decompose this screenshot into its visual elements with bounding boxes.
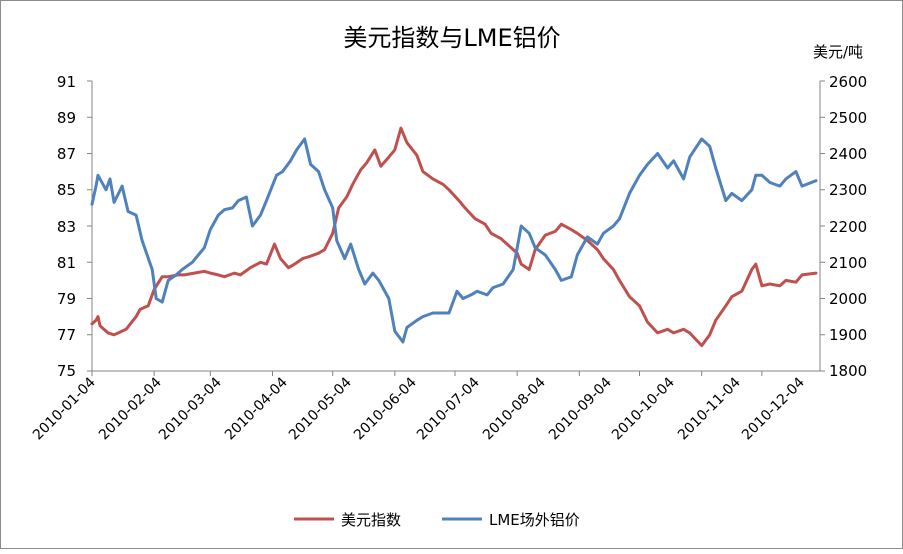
left-axis-tick: 83 — [57, 218, 76, 236]
right-axis-tick: 2600 — [829, 73, 867, 91]
right-axis-tick: 1900 — [829, 326, 867, 344]
x-axis-tick: 2010-09-04 — [546, 374, 615, 443]
right-axis-ticks: 2600 2500 2400 2300 2200 2100 2000 1900 … — [829, 73, 867, 380]
x-axis-tick: 2010-01-04 — [30, 374, 99, 443]
right-axis-tick: 2000 — [829, 290, 867, 308]
legend: 美元指数 LME场外铝价 — [294, 511, 580, 529]
y2-unit-label: 美元/吨 — [813, 43, 863, 61]
chart-title: 美元指数与LME铝价 — [343, 24, 560, 52]
x-axis-tick: 2010-05-04 — [286, 374, 355, 443]
left-axis-tick: 91 — [57, 73, 76, 91]
left-axis-tick: 79 — [57, 290, 76, 308]
left-axis-tick: 85 — [57, 181, 76, 199]
x-axis-tick: 2010-11-04 — [675, 374, 744, 443]
x-axis-tick: 2010-12-04 — [739, 374, 808, 443]
series-line-dollar-index — [90, 126, 818, 348]
series-layer — [90, 126, 818, 348]
x-axis-tick: 2010-10-04 — [609, 374, 678, 443]
left-axis-ticks: 91 89 87 85 83 81 79 77 75 — [57, 73, 76, 380]
left-axis-tick: 87 — [57, 145, 76, 163]
x-axis-tick: 2010-02-04 — [96, 374, 165, 443]
x-axis-tick: 2010-03-04 — [156, 374, 225, 443]
x-axis-tick: 2010-04-04 — [222, 374, 291, 443]
right-axis-tick: 2300 — [829, 181, 867, 199]
x-axis-tick: 2010-06-04 — [351, 374, 420, 443]
x-axis-tick: 2010-07-04 — [414, 374, 483, 443]
left-axis-tick: 81 — [57, 254, 76, 272]
right-axis-tick: 2500 — [829, 109, 867, 127]
x-axis-ticks: 2010-01-04 2010-02-04 2010-03-04 2010-04… — [30, 374, 808, 443]
left-axis-tick: 75 — [57, 362, 76, 380]
axes-layer — [87, 80, 825, 376]
x-axis-tick: 2010-08-04 — [480, 374, 549, 443]
left-axis-tick: 89 — [57, 109, 76, 127]
series-line-lme-aluminum — [90, 137, 818, 344]
right-axis-tick: 2200 — [829, 218, 867, 236]
right-axis-tick: 2100 — [829, 254, 867, 272]
right-axis-tick: 2400 — [829, 145, 867, 163]
legend-label-dollar-index: 美元指数 — [341, 511, 401, 529]
right-axis-tick: 1800 — [829, 362, 867, 380]
left-axis-tick: 77 — [57, 326, 76, 344]
legend-label-lme-aluminum: LME场外铝价 — [489, 511, 580, 529]
